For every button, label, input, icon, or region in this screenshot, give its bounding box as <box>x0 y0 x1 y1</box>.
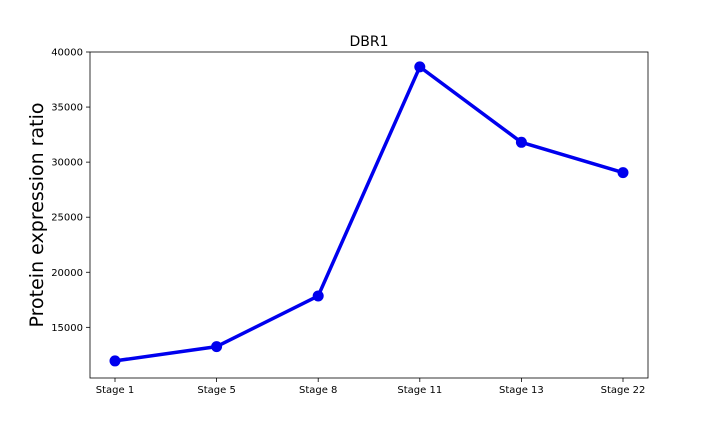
data-point <box>414 61 426 73</box>
plot-frame <box>89 51 649 379</box>
x-tick-label: Stage 5 <box>197 385 235 396</box>
series-layer <box>109 61 629 367</box>
data-point <box>515 136 527 148</box>
series-line <box>113 65 625 363</box>
ticks-layer: Stage 1 Stage 5 Stage 8 Stage 11 Stage 13 Sta… <box>51 48 645 397</box>
x-tick-label: Stage 1 <box>96 385 134 396</box>
x-tick-label: Stage 11 <box>397 385 442 396</box>
y-tick-label: 35000 <box>51 103 83 114</box>
x-tick-label: Stage 13 <box>499 385 544 396</box>
data-point <box>617 167 629 179</box>
y-tick-label: 20000 <box>51 268 83 279</box>
y-tick-label: 40000 <box>51 48 83 59</box>
y-tick-label: 25000 <box>51 213 83 224</box>
y-axis-label: Protein expression ratio <box>26 103 48 328</box>
x-tick-label: Stage 22 <box>601 385 646 396</box>
data-point <box>312 290 324 302</box>
data-point <box>109 355 121 367</box>
chart-title: DBR1 <box>349 34 388 50</box>
data-point <box>211 341 223 353</box>
y-tick-label: 15000 <box>51 323 83 334</box>
x-tick-label: Stage 8 <box>299 385 337 396</box>
y-tick-label: 30000 <box>51 158 83 169</box>
